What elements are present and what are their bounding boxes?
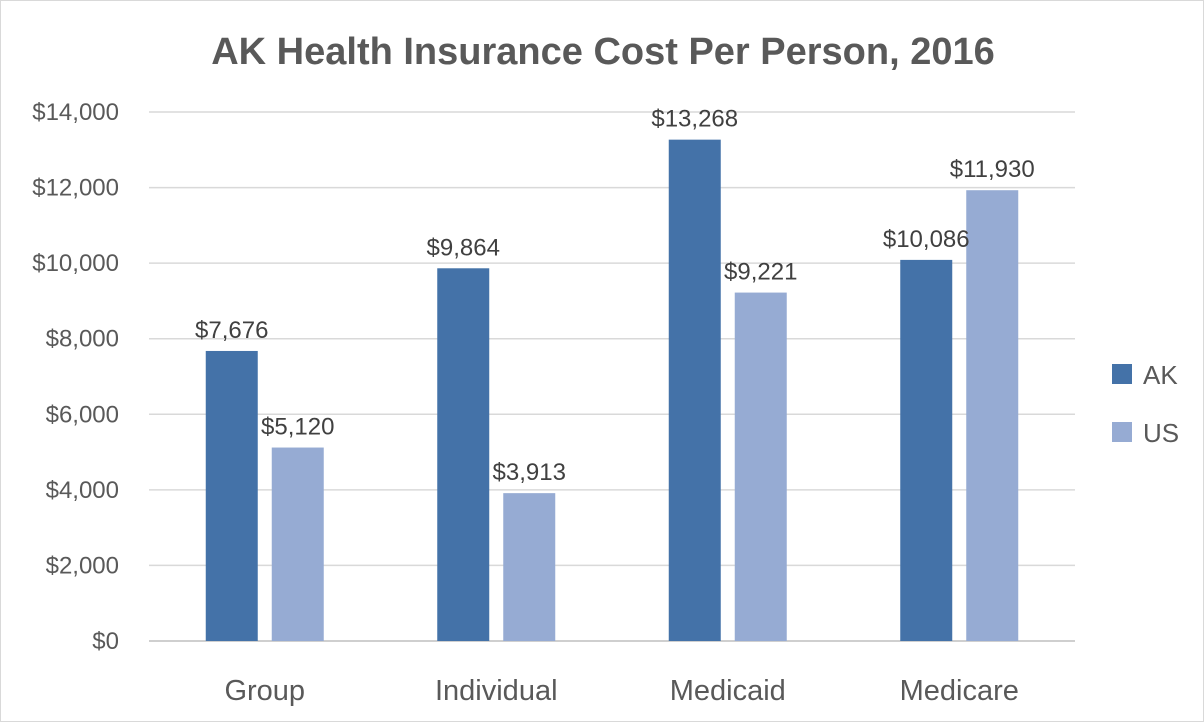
legend-swatch-ak — [1112, 364, 1132, 384]
legend-label: US — [1143, 418, 1179, 448]
chart-title: AK Health Insurance Cost Per Person, 201… — [211, 31, 995, 73]
bars — [205, 139, 1019, 641]
bar-ak-medicaid — [668, 139, 721, 641]
legend-label: AK — [1143, 360, 1178, 390]
data-label: $7,676 — [195, 317, 268, 344]
x-axis-categories: Group Individual Medicaid Medicare — [224, 675, 1018, 707]
data-label: $9,864 — [427, 234, 500, 261]
x-category-label: Medicaid — [670, 675, 786, 707]
bar-us-group — [271, 447, 324, 641]
data-label: $5,120 — [261, 414, 334, 441]
y-tick-label: $10,000 — [32, 250, 119, 277]
y-tick-label: $12,000 — [32, 175, 119, 202]
bar-us-medicaid — [734, 292, 787, 641]
bar-us-individual — [503, 493, 556, 641]
data-labels: $7,676 $5,120 $9,864 $3,913 $13,268 $9,221 $10… — [195, 106, 1035, 486]
data-label: $10,086 — [883, 226, 970, 253]
data-label: $3,913 — [493, 459, 566, 486]
x-category-label: Individual — [435, 675, 558, 707]
legend: AK US — [1112, 360, 1179, 448]
data-label: $13,268 — [651, 106, 738, 133]
y-tick-label: $14,000 — [32, 99, 119, 126]
bar-ak-medicare — [900, 259, 953, 641]
y-axis-ticks: $0 $2,000 $4,000 $6,000 $8,000 $10,000 $12,000… — [32, 99, 119, 655]
bar-ak-individual — [437, 268, 490, 641]
data-label: $9,221 — [724, 259, 797, 286]
x-category-label: Medicare — [900, 675, 1019, 707]
x-category-label: Group — [224, 675, 305, 707]
y-tick-label: $0 — [92, 628, 119, 655]
legend-swatch-us — [1112, 422, 1132, 442]
y-tick-label: $8,000 — [46, 326, 119, 353]
y-tick-label: $2,000 — [46, 552, 119, 579]
bar-ak-group — [205, 350, 258, 641]
data-label: $11,930 — [950, 156, 1035, 183]
y-tick-label: $6,000 — [46, 401, 119, 428]
y-tick-label: $4,000 — [46, 477, 119, 504]
bar-us-medicare — [966, 190, 1019, 641]
